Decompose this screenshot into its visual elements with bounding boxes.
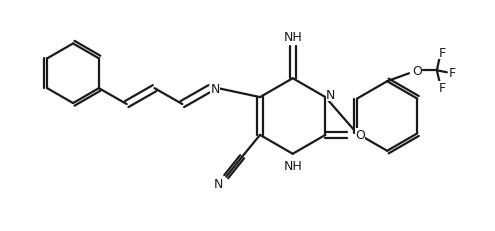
Text: NH: NH	[283, 159, 302, 173]
Text: N: N	[213, 177, 223, 190]
Text: O: O	[355, 129, 365, 142]
Text: F: F	[438, 81, 446, 94]
Text: F: F	[438, 47, 446, 60]
Text: NH: NH	[283, 31, 302, 44]
Text: F: F	[449, 67, 456, 79]
Text: N: N	[210, 82, 220, 95]
Text: O: O	[412, 64, 422, 77]
Text: N: N	[326, 88, 335, 101]
